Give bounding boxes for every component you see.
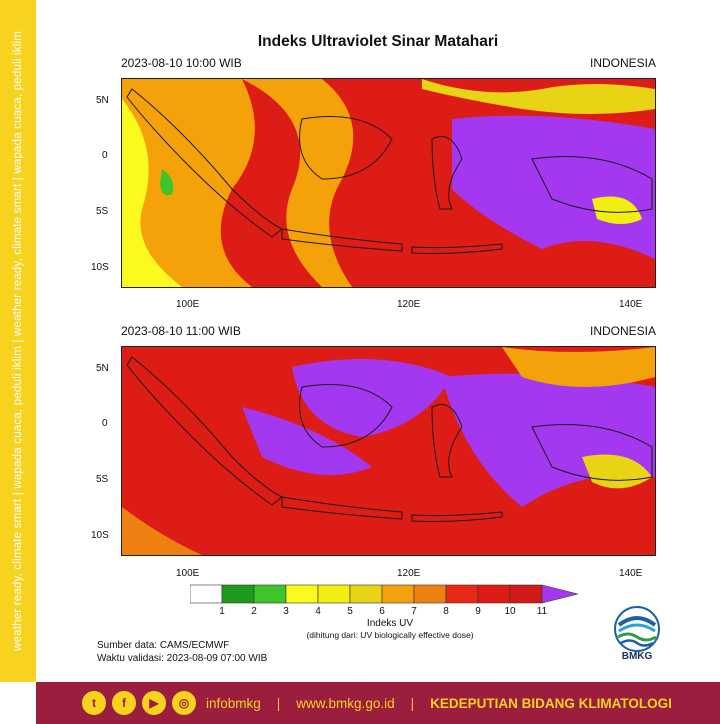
map2-region: INDONESIA	[589, 324, 656, 338]
colorbar-label: 10	[504, 606, 516, 617]
colorbar-segment	[413, 584, 447, 604]
uv-map-11wib	[121, 346, 656, 556]
youtube-icon[interactable]: ▶	[142, 691, 166, 715]
coastline	[531, 424, 653, 481]
colorbar-arrow	[541, 584, 579, 604]
map2-lat-tick-5n: 5N	[96, 363, 109, 374]
uv-colorbar	[190, 584, 579, 604]
uv-zone-green	[160, 169, 174, 196]
colorbar-label: 3	[283, 606, 289, 617]
footer-divider: |	[410, 695, 415, 711]
department-name: KEDEPUTIAN BIDANG KLIMATOLOGI	[430, 695, 672, 711]
colorbar-label: 9	[475, 606, 481, 617]
map1-region: INDONESIA	[589, 56, 656, 70]
footer-divider: |	[276, 695, 281, 711]
colorbar-label: 4	[315, 606, 321, 617]
uv-zone-orange-south	[122, 507, 202, 555]
colorbar-segment	[285, 584, 319, 604]
map2-lon-tick-140e: 140E	[619, 568, 643, 579]
map1-datetime: 2023-08-10 10:00 WIB	[121, 56, 242, 70]
coastline	[281, 496, 403, 520]
map-field	[122, 79, 655, 287]
map1-lon-tick-120e: 120E	[397, 299, 421, 310]
colorbar-segment	[349, 584, 383, 604]
website-link[interactable]: www.bmkg.go.id	[296, 695, 395, 711]
coastline	[299, 384, 393, 448]
map2-datetime: 2023-08-10 11:00 WIB	[121, 324, 241, 338]
map1-lat-tick-10s: 10S	[91, 262, 109, 273]
colorbar-label: 6	[379, 606, 385, 617]
footer-bar: t f ▶ ◎ infobmkg | www.bmkg.go.id | KEDE…	[36, 682, 720, 724]
colorbar-segment	[317, 584, 351, 604]
logo-text: BMKG	[621, 651, 653, 662]
map1-lon-tick-140e: 140E	[619, 299, 643, 310]
map1-lat-tick-5s: 5S	[96, 206, 109, 217]
coastline	[299, 116, 393, 180]
map2-lat-tick-10s: 10S	[91, 530, 109, 541]
coastline	[126, 88, 283, 238]
map2-lat-tick-0: 0	[102, 418, 108, 429]
uv-zone-low	[122, 99, 182, 287]
coastline	[411, 511, 503, 522]
colorbar-title: Indeks UV	[366, 618, 414, 629]
colorbar-label: 11	[536, 606, 548, 617]
colorbar-segment	[381, 584, 415, 604]
colorbar-segment	[253, 584, 287, 604]
bmkg-logo	[614, 606, 660, 652]
uv-zone-yellow-east	[592, 196, 642, 224]
coastline	[431, 136, 463, 210]
uv-zone-extreme-north	[292, 359, 452, 437]
side-banner: weather ready, climate smart | wapada cu…	[0, 0, 36, 682]
colorbar-label: 7	[411, 606, 417, 617]
page-title: Indeks Ultraviolet Sinar Matahari	[257, 33, 499, 50]
uv-zone-orange	[242, 79, 354, 287]
social-handle[interactable]: infobmkg	[206, 695, 261, 711]
source-text: Sumber data: CAMS/ECMWF	[97, 640, 230, 651]
map1-lat-tick-0: 0	[102, 150, 108, 161]
uv-zone-extreme-west	[242, 407, 372, 475]
coastline	[431, 404, 463, 478]
instagram-icon[interactable]: ◎	[172, 691, 196, 715]
coastline	[531, 156, 653, 213]
colorbar-segment	[509, 584, 543, 604]
colorbar-segment	[190, 584, 223, 604]
colorbar-note: (dihitung dari: UV biologically effectiv…	[306, 630, 474, 640]
uv-zone-extreme	[452, 115, 655, 259]
colorbar-segment	[477, 584, 511, 604]
map-field	[122, 347, 655, 555]
facebook-icon[interactable]: f	[112, 691, 136, 715]
uv-zone-orange-north	[502, 347, 655, 387]
colorbar-label: 8	[443, 606, 449, 617]
coastline	[281, 228, 403, 252]
map1-lon-tick-100e: 100E	[176, 299, 200, 310]
uv-map-10wib	[121, 78, 656, 288]
colorbar-segment	[221, 584, 255, 604]
validity-text: Waktu validasi: 2023-08-09 07:00 WIB	[97, 653, 268, 664]
coastline	[126, 356, 283, 506]
twitter-icon[interactable]: t	[82, 691, 106, 715]
map2-lon-tick-100e: 100E	[176, 568, 200, 579]
map1-lat-tick-5n: 5N	[96, 95, 109, 106]
colorbar-label: 1	[219, 606, 225, 617]
coastline	[411, 243, 503, 254]
colorbar-label: 5	[347, 606, 353, 617]
colorbar-segment	[445, 584, 479, 604]
uv-zone-yellow	[422, 79, 655, 114]
side-banner-text: weather ready, climate smart | wapada cu…	[12, 31, 24, 651]
map2-lon-tick-120e: 120E	[397, 568, 421, 579]
map2-lat-tick-5s: 5S	[96, 474, 109, 485]
colorbar-label: 2	[251, 606, 257, 617]
